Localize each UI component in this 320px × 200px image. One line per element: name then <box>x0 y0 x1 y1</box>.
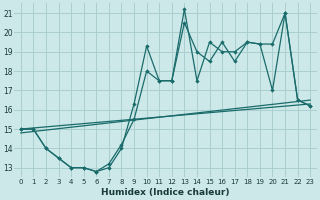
X-axis label: Humidex (Indice chaleur): Humidex (Indice chaleur) <box>101 188 230 197</box>
